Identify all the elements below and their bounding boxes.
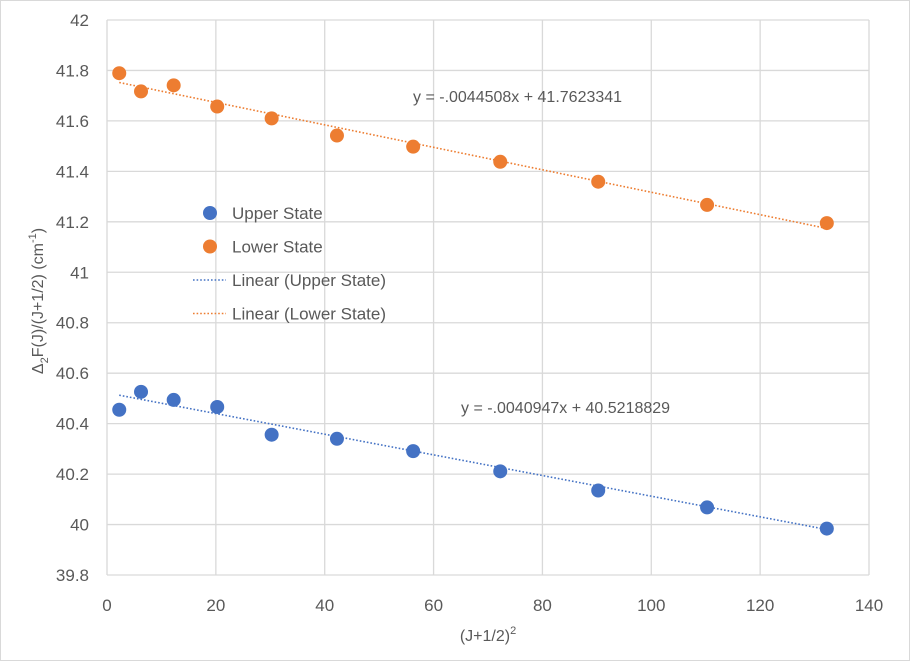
legend-label: Linear (Upper State) — [232, 271, 386, 290]
legend-marker — [203, 206, 217, 220]
x-tick-label: 100 — [637, 596, 665, 615]
y-axis-label: Δ2F(J)/(J+1/2) (cm-1) — [27, 228, 51, 374]
y-tick-label: 40 — [70, 516, 89, 535]
y-tick-label: 40.2 — [56, 465, 89, 484]
legend: Upper State Lower State Linear (Upper Stat… — [193, 204, 386, 324]
x-tick-label: 80 — [533, 596, 552, 615]
x-tick-label: 0 — [102, 596, 111, 615]
data-point — [329, 431, 344, 446]
x-axis-label-main: (J+1/2) — [460, 628, 510, 645]
data-point — [406, 444, 421, 459]
data-point — [591, 174, 606, 189]
y-tick-label: 40.4 — [56, 415, 89, 434]
data-point — [493, 154, 508, 169]
y-axis-label-part: 2 — [39, 357, 51, 363]
y-tick-label: 40.8 — [56, 314, 89, 333]
x-axis-label-sup: 2 — [510, 625, 516, 637]
x-tick-label: 20 — [206, 596, 225, 615]
y-tick-label: 40.6 — [56, 364, 89, 383]
data-point — [112, 402, 127, 417]
y-axis-label-part: Δ — [30, 363, 47, 374]
y-axis-label-part: -1 — [27, 233, 39, 243]
legend-marker — [203, 239, 217, 254]
x-tick-label: 120 — [746, 596, 774, 615]
data-point — [700, 197, 715, 212]
trendline-equation: y = -.0044508x + 41.7623341 — [413, 89, 622, 106]
y-tick-label: 41.6 — [56, 112, 89, 131]
x-tick-label: 140 — [855, 596, 883, 615]
legend-label: Upper State — [232, 204, 323, 223]
x-tick-label: 60 — [424, 596, 443, 615]
x-axis-label: (J+1/2)2 — [460, 625, 516, 645]
data-point — [134, 84, 149, 99]
y-tick-label: 39.8 — [56, 566, 89, 585]
legend-label: Lower State — [232, 238, 323, 257]
y-tick-label: 41.2 — [56, 213, 89, 232]
data-point — [329, 128, 344, 143]
data-point — [493, 464, 508, 479]
x-tick-label: 40 — [315, 596, 334, 615]
data-point — [264, 427, 279, 442]
y-axis-label-part: F(J)/(J+1/2) (cm — [30, 243, 47, 357]
data-point — [819, 521, 834, 536]
trendline-upper — [119, 394, 827, 531]
trendline-equation: y = -.0040947x + 40.5218829 — [461, 400, 670, 417]
legend-label: Linear (Lower State) — [232, 305, 386, 324]
data-point — [210, 399, 225, 414]
y-tick-label: 42 — [70, 11, 89, 30]
data-point — [700, 500, 715, 515]
data-point — [134, 384, 149, 399]
data-point — [591, 483, 606, 498]
y-tick-label: 41 — [70, 263, 89, 282]
y-axis-label-part: ) — [30, 228, 47, 233]
data-point — [264, 111, 279, 126]
data-point — [166, 392, 181, 407]
y-tick-label: 41.8 — [56, 61, 89, 80]
data-point — [819, 216, 834, 231]
data-point — [112, 66, 127, 81]
data-point — [210, 99, 225, 114]
data-point — [406, 139, 421, 154]
data-point — [166, 78, 181, 93]
y-tick-label: 41.4 — [56, 162, 89, 181]
